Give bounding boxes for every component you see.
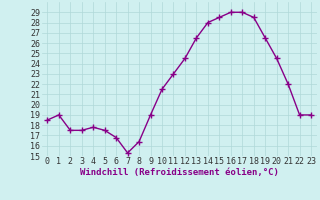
X-axis label: Windchill (Refroidissement éolien,°C): Windchill (Refroidissement éolien,°C) — [80, 168, 279, 177]
